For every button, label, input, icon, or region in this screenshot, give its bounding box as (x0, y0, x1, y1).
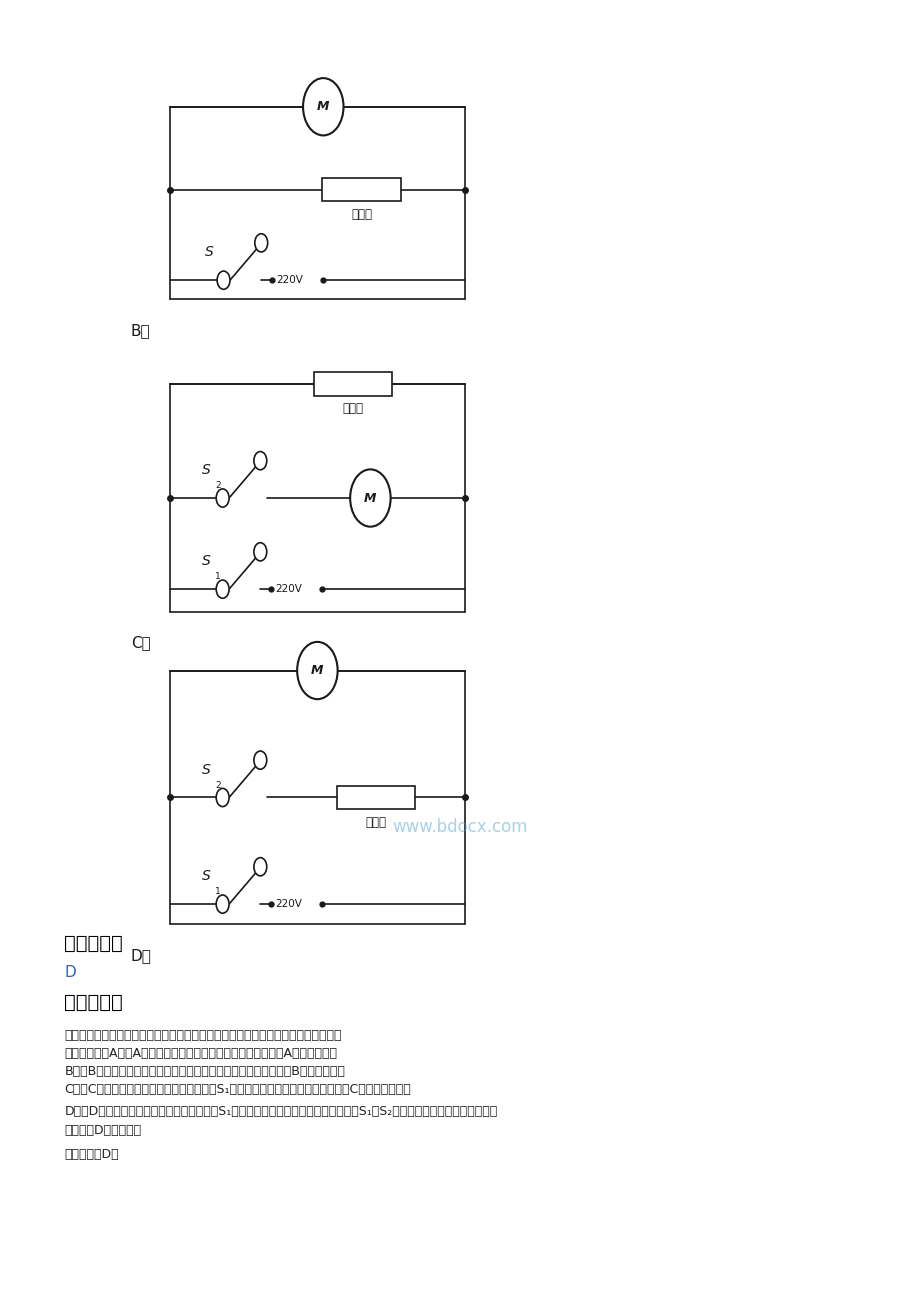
Circle shape (255, 234, 267, 253)
Text: D、由D图知电动机和电热丝并联，当只闭合S₁时只有电动机工作，电热丝不工作，当S₁、S₂同时闭合时，电动机、电热丝同: D、由D图知电动机和电热丝并联，当只闭合S₁时只有电动机工作，电热丝不工作，当S… (64, 1105, 497, 1118)
Text: 2: 2 (215, 781, 221, 789)
Text: 电热丝: 电热丝 (342, 402, 363, 415)
Text: 220V: 220V (275, 900, 301, 909)
Text: C、由C图知电动机和电热丝并联，当只闭合S₁时只有电热丝工作，电动机不工作，C、不符合题意；: C、由C图知电动机和电热丝并联，当只闭合S₁时只有电热丝工作，电动机不工作，C、… (64, 1083, 411, 1096)
Circle shape (302, 78, 343, 135)
Circle shape (216, 581, 229, 599)
Bar (337, 786, 415, 810)
Text: S: S (202, 763, 211, 776)
Text: 【解答】解：A、由A图知电动机和电热丝串联，不能单独工作，A不符合题意；: 【解答】解：A、由A图知电动机和电热丝串联，不能单独工作，A不符合题意； (64, 1047, 337, 1060)
Text: M: M (311, 664, 323, 677)
Text: 【答案】：: 【答案】： (64, 934, 123, 953)
Circle shape (350, 469, 391, 527)
Text: 2: 2 (215, 482, 221, 490)
Text: M: M (317, 100, 329, 113)
Text: 1: 1 (215, 573, 221, 581)
Bar (323, 178, 401, 202)
Text: D、: D、 (130, 948, 152, 963)
Text: www.bdocx.com: www.bdocx.com (391, 818, 528, 836)
Text: 时工作，D符合题意。: 时工作，D符合题意。 (64, 1124, 142, 1137)
Text: 【解析】：: 【解析】： (64, 992, 123, 1012)
Text: S: S (202, 464, 211, 477)
Text: 故答案为：D。: 故答案为：D。 (64, 1148, 119, 1161)
Text: M: M (364, 492, 376, 504)
Circle shape (217, 271, 230, 289)
Bar (313, 372, 391, 396)
Text: B、由B图知电动机和电热丝并联，开关在干路中，不能单独工作，B不符合题意；: B、由B图知电动机和电热丝并联，开关在干路中，不能单独工作，B不符合题意； (64, 1065, 345, 1078)
Text: S: S (205, 245, 214, 259)
Text: 电热丝: 电热丝 (366, 815, 386, 828)
Text: 220V: 220V (275, 585, 301, 594)
Text: D: D (64, 965, 76, 980)
Text: S: S (202, 870, 211, 883)
Text: 电热丝: 电热丝 (351, 208, 371, 221)
Circle shape (254, 858, 267, 876)
Circle shape (216, 488, 229, 508)
Circle shape (216, 789, 229, 807)
Circle shape (216, 894, 229, 913)
Circle shape (254, 543, 267, 561)
Text: B、: B、 (130, 323, 150, 339)
Text: 1: 1 (215, 887, 221, 896)
Text: S: S (202, 555, 211, 568)
Text: C、: C、 (130, 635, 150, 651)
Text: 【分析】分析各个选项中的电路方式，分析电动机和电热丝的工作状态后分析判断。: 【分析】分析各个选项中的电路方式，分析电动机和电热丝的工作状态后分析判断。 (64, 1029, 342, 1042)
Circle shape (254, 751, 267, 769)
Circle shape (297, 642, 337, 699)
Circle shape (254, 452, 267, 470)
Text: 220V: 220V (276, 275, 302, 285)
